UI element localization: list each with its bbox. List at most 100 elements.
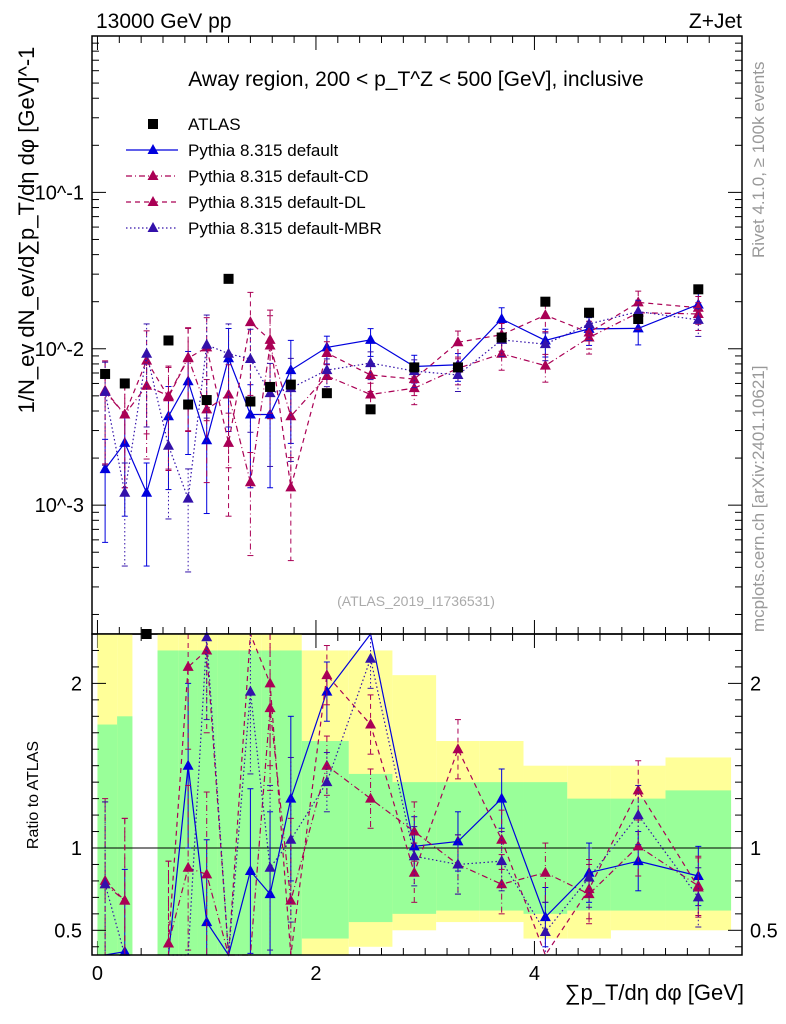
ratio-point (365, 792, 377, 803)
data-point (182, 352, 194, 363)
data-point (99, 463, 111, 474)
ratio-y-tick-label: 1 (71, 838, 82, 860)
data-point (119, 486, 131, 497)
ratio-point (264, 677, 276, 688)
legend-marker (148, 119, 158, 129)
data-point (99, 385, 111, 396)
ratio-point (452, 858, 464, 869)
ratio-line-2 (167, 633, 699, 957)
x-axis-label: ∑p_T/dη dφ [GeV] (565, 980, 744, 1005)
data-point (583, 326, 595, 337)
data-point (365, 357, 377, 368)
atlas-point (496, 332, 507, 343)
ratio-point (496, 855, 508, 866)
ratio-point (321, 776, 333, 787)
data-point (201, 434, 213, 445)
ratio-frame (91, 633, 743, 956)
atlas-point (452, 362, 463, 373)
data-point (452, 336, 464, 347)
ratio-point (496, 792, 508, 803)
atlas-point (100, 368, 111, 379)
ratio-point (182, 660, 194, 671)
atlas-point (409, 362, 420, 373)
data-point (583, 318, 595, 329)
ratio-y-tick-label: 0.5 (54, 920, 82, 942)
ratio-point (182, 861, 194, 872)
ratio-line-3 (104, 884, 126, 956)
atlas-point (693, 284, 704, 295)
series-line-2 (104, 312, 699, 483)
green-band (261, 650, 281, 955)
legend-marker (147, 170, 159, 180)
watermark: (ATLAS_2019_I1736531) (337, 593, 495, 609)
series-line-4 (104, 310, 699, 499)
data-point (162, 439, 174, 450)
ratio-point (244, 865, 256, 876)
data-point (365, 333, 377, 344)
data-point (119, 408, 131, 419)
green-band (97, 724, 118, 955)
green-band (157, 650, 179, 955)
data-point (321, 364, 333, 375)
atlas-point (633, 314, 644, 325)
ratio-point (408, 825, 420, 836)
header-left: 13000 GeV pp (96, 10, 231, 33)
legend-label: ATLAS (188, 115, 241, 134)
ratio-line-3 (168, 637, 699, 956)
green-band (280, 650, 302, 955)
ratio-ylabel: Ratio to ATLAS (25, 741, 42, 849)
ratio-point (583, 871, 595, 882)
data-point (141, 354, 153, 365)
series-line-1 (104, 303, 699, 495)
data-point (141, 347, 153, 358)
data-point (264, 387, 276, 398)
ratio-point (99, 878, 111, 889)
header-right: Z+Jet (689, 10, 742, 33)
legend-label: Pythia 8.315 default-DL (188, 193, 366, 212)
legend-label: Pythia 8.315 default (188, 141, 339, 160)
ratio-point (285, 894, 297, 905)
x-tick-label: 4 (529, 963, 540, 985)
ratio-y-tick-label-right: 0.5 (750, 920, 778, 942)
y-tick-label: 10^-3 (35, 495, 84, 517)
atlas-point (365, 404, 376, 415)
main-ylabel: 1/N_ev dN_ev/d∑p_T/dη dφ [GeV]^-1 (14, 47, 39, 414)
atlas-point (201, 395, 212, 406)
ratio-point (201, 644, 213, 655)
ratio-point (182, 759, 194, 770)
data-point (496, 313, 508, 324)
data-point (692, 313, 704, 324)
ratio-point (632, 809, 644, 820)
x-tick-label: 0 (92, 963, 103, 985)
legend-marker (147, 144, 159, 154)
data-point (408, 373, 420, 384)
atlas-point (183, 399, 194, 410)
atlas-point (265, 381, 276, 392)
data-point (182, 492, 194, 503)
ratio-point (201, 631, 213, 642)
ratio-point (539, 866, 551, 877)
ratio-line-0 (167, 632, 699, 957)
atlas-point (321, 388, 332, 399)
data-point (244, 316, 256, 327)
ratio-y-tick-label: 2 (71, 673, 82, 695)
ratio-point (285, 833, 297, 844)
plot-title: Away region, 200 < p_T^Z < 500 [GeV], in… (188, 68, 643, 91)
ratio-point (365, 652, 377, 663)
legend-label: Pythia 8.315 default-CD (188, 167, 369, 186)
ratio-point (496, 878, 508, 889)
green-band (197, 650, 218, 955)
legend-marker (147, 196, 159, 206)
data-point (365, 368, 377, 379)
green-band (301, 741, 349, 939)
y-tick-label: 10^-1 (35, 182, 84, 204)
data-point (632, 305, 644, 316)
data-point (692, 301, 704, 312)
atlas-point (223, 273, 234, 284)
ratio-point (244, 685, 256, 696)
data-point (539, 338, 551, 349)
data-point (264, 333, 276, 344)
ratio-point (201, 868, 213, 879)
ratio-point (408, 850, 420, 861)
ratio-y-tick-label-right: 2 (750, 673, 761, 695)
